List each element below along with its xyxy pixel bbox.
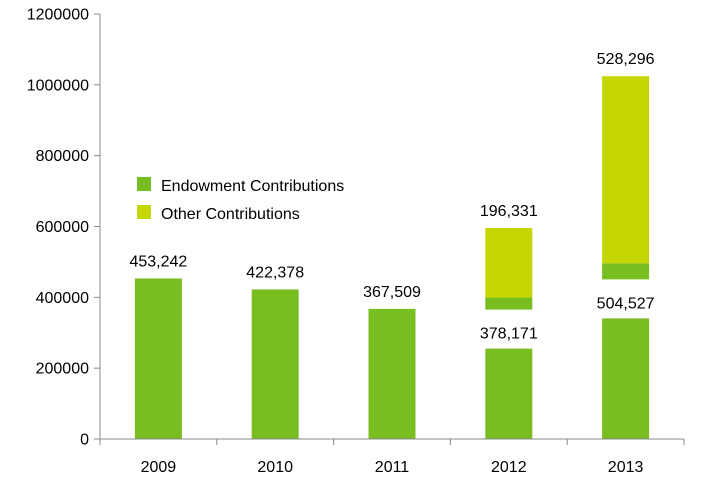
bars-layer (134, 76, 650, 439)
bar-endowment (134, 278, 182, 439)
y-tick-label: 800000 (36, 148, 89, 165)
bar-endowment-lower (602, 318, 650, 439)
x-tick-label: 2010 (257, 459, 293, 476)
data-label-endowment: 504,527 (597, 295, 655, 312)
data-label-other: 528,296 (597, 51, 655, 68)
bar-endowment-upper (485, 297, 533, 310)
y-tick-label: 400000 (36, 290, 89, 307)
y-axis: 0 200000 400000 600000 800000 1000000 1200000 (27, 7, 100, 449)
data-label-endowment: 453,242 (129, 253, 187, 270)
bar-endowment-lower (485, 348, 533, 439)
y-tick-label: 1200000 (27, 7, 89, 24)
legend-label-endowment: Endowment Contributions (161, 178, 344, 195)
x-tick-label: 2009 (141, 459, 177, 476)
data-labels: 453,242 422,378 367,509 378,171 196,331 504,5… (129, 51, 654, 342)
y-tick-label: 200000 (36, 361, 89, 378)
y-tick-label: 600000 (36, 219, 89, 236)
legend: Endowment Contributions Other Contributi… (137, 177, 344, 223)
legend-swatch-other (137, 205, 151, 219)
legend-label-other: Other Contributions (161, 206, 300, 223)
y-tick-label: 0 (80, 432, 89, 449)
x-tick-label: 2011 (375, 459, 410, 476)
bar-endowment (251, 289, 299, 439)
x-tick-label: 2013 (608, 459, 644, 476)
y-tick-label: 1000000 (27, 77, 89, 94)
bar-other (485, 228, 533, 298)
legend-swatch-endowment (137, 177, 151, 191)
x-axis: 2009 2010 2011 2012 2013 (99, 439, 685, 476)
bar-endowment-upper (602, 263, 650, 280)
data-label-other: 196,331 (480, 203, 538, 220)
bar-other (602, 76, 650, 264)
data-label-endowment: 378,171 (480, 326, 538, 343)
data-label-endowment: 367,509 (363, 284, 421, 301)
bar-endowment (368, 308, 416, 439)
x-tick-label: 2012 (491, 459, 527, 476)
data-label-endowment: 422,378 (246, 264, 304, 281)
